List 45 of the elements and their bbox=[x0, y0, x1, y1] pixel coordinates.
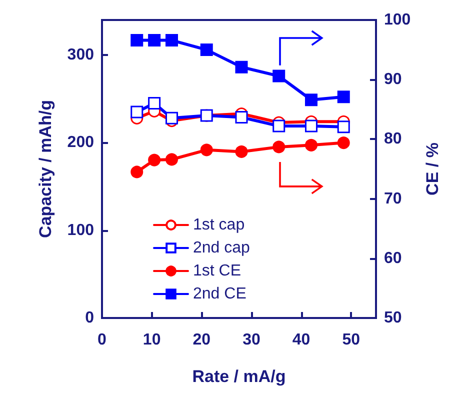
point bbox=[337, 136, 350, 150]
y2-axis-title: CE / % bbox=[423, 142, 442, 196]
point bbox=[304, 120, 318, 132]
y-tick-label: 200 bbox=[67, 134, 94, 152]
y2-tick-label: 70 bbox=[384, 190, 402, 208]
point bbox=[148, 154, 161, 166]
x-tick-label: 30 bbox=[242, 332, 260, 348]
x-tick-label: 40 bbox=[292, 332, 310, 348]
y-tick-label: 300 bbox=[67, 46, 94, 64]
y2-tick-label: 60 bbox=[384, 250, 402, 267]
point bbox=[272, 140, 286, 154]
point bbox=[337, 90, 350, 104]
x-axis-title: Rate / mA/g bbox=[192, 367, 286, 386]
y2-tick-label: 90 bbox=[384, 71, 402, 88]
legend-label: 2nd CE bbox=[193, 286, 246, 302]
point bbox=[200, 44, 213, 56]
point bbox=[235, 60, 248, 74]
point bbox=[305, 138, 318, 152]
point bbox=[165, 34, 178, 47]
x-tick-label: 0 bbox=[98, 332, 107, 348]
y-tick-label: 100 bbox=[67, 222, 94, 239]
y2-tick-label: 50 bbox=[384, 310, 402, 326]
point bbox=[130, 34, 144, 47]
y2-tick-label: 80 bbox=[384, 130, 402, 148]
point bbox=[148, 34, 161, 47]
point bbox=[166, 153, 178, 166]
y-tick-label: 0 bbox=[85, 310, 94, 326]
legend-label: 1st CE bbox=[193, 262, 242, 280]
point bbox=[337, 120, 350, 134]
x-tick-label: 50 bbox=[342, 332, 360, 348]
point bbox=[200, 144, 213, 156]
point bbox=[148, 97, 161, 110]
point bbox=[272, 120, 286, 132]
point bbox=[304, 94, 318, 106]
legend-label: 1st cap bbox=[193, 216, 245, 234]
y2-tick-label: 100 bbox=[384, 12, 411, 28]
point bbox=[235, 145, 248, 158]
point bbox=[235, 111, 248, 124]
point bbox=[272, 70, 286, 82]
legend-label: 2nd cap bbox=[193, 240, 250, 256]
point bbox=[130, 106, 144, 118]
x-tick-label: 10 bbox=[142, 332, 161, 348]
x-tick-label: 20 bbox=[192, 332, 211, 348]
y-axis-title: Capacity / mAh/g bbox=[36, 100, 55, 238]
point bbox=[130, 166, 144, 178]
